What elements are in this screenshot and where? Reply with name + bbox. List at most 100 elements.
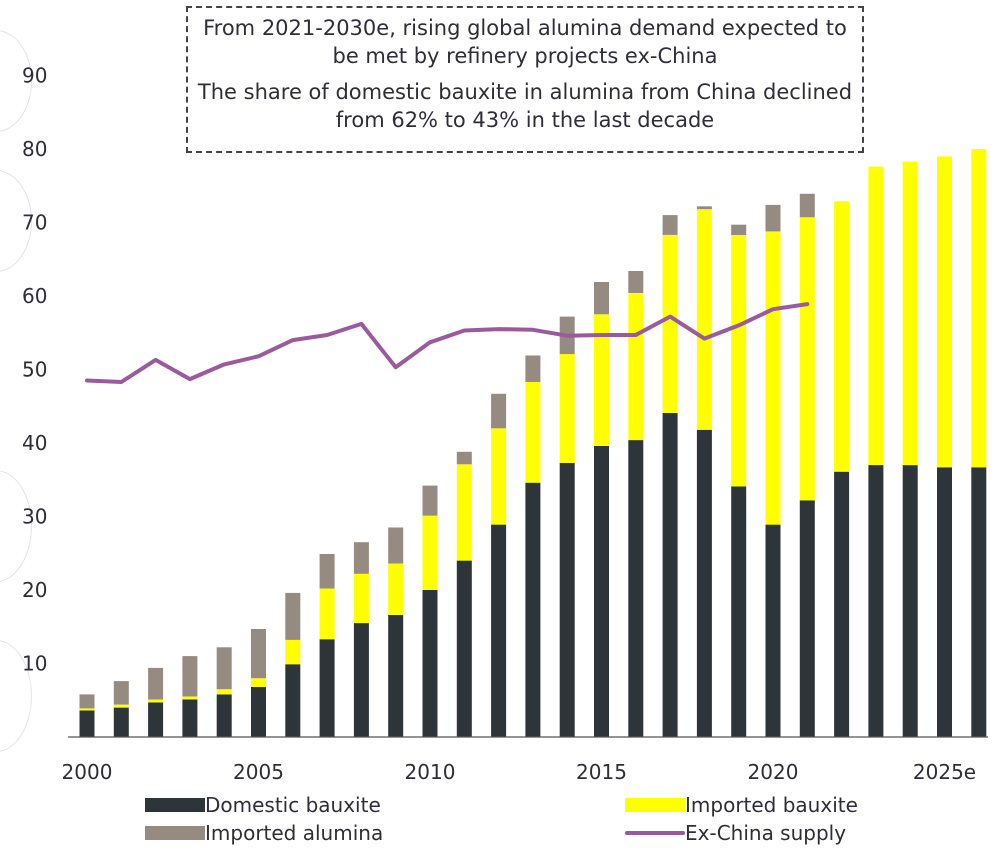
bar-domestic-bauxite-2015: [594, 445, 609, 737]
bar-imported-alumina-2003: [182, 656, 198, 697]
x-tick-label-2025e: 2025e: [913, 760, 976, 784]
bar-domestic-bauxite-2016: [628, 440, 644, 737]
y-tick-label-50: 50: [22, 358, 47, 382]
bar-domestic-bauxite-2012: [491, 524, 507, 737]
annotation-line-2: The share of domestic bauxite in alumina…: [197, 80, 853, 132]
bar-domestic-bauxite-2018: [696, 429, 712, 737]
bar-domestic-bauxite-2014: [559, 462, 575, 737]
bar-imported-alumina-2017: [662, 215, 678, 235]
legend-label-imported-alumina: Imported alumina: [205, 821, 384, 845]
bar-imported-bauxite-2018: [696, 209, 712, 430]
bar-domestic-bauxite-2010: [422, 590, 438, 737]
bar-imported-alumina-2009: [388, 527, 404, 564]
bar-domestic-bauxite-2024: [902, 465, 918, 737]
bar-imported-bauxite-2001: [113, 704, 129, 708]
legend-imported-bauxite: Imported bauxite: [625, 792, 858, 818]
bar-imported-bauxite-2004: [216, 689, 232, 695]
y-tick-label-40: 40: [22, 431, 47, 455]
bar-imported-alumina-2002: [148, 667, 164, 700]
x-tick-label-2005: 2005: [233, 760, 284, 784]
bar-imported-bauxite-2020: [765, 231, 781, 525]
bar-imported-bauxite-2021: [799, 217, 815, 501]
bar-domestic-bauxite-2006: [285, 664, 301, 737]
bar-imported-bauxite-2005: [251, 678, 266, 687]
y-tick-label-30: 30: [22, 505, 47, 529]
legend-label-ex-china: Ex-China supply: [685, 821, 847, 845]
y-tick-label-70: 70: [22, 211, 47, 235]
bar-domestic-bauxite-2009: [388, 615, 404, 737]
bar-imported-alumina-2001: [113, 681, 129, 705]
y-tick-label-20: 20: [22, 578, 47, 602]
bar-imported-bauxite-2014: [559, 354, 575, 463]
y-tick-label-80: 80: [22, 137, 47, 161]
legend-swatch-domestic: [145, 798, 205, 812]
bar-imported-alumina-2007: [319, 554, 335, 589]
bar-domestic-bauxite-2026: [971, 467, 987, 737]
bars-layer: [79, 149, 987, 737]
x-tick-label-2010: 2010: [405, 760, 456, 784]
bar-imported-alumina-2008: [353, 542, 369, 574]
bar-imported-bauxite-2012: [491, 428, 507, 525]
bar-imported-bauxite-2003: [182, 696, 198, 700]
bar-imported-alumina-2000: [79, 694, 95, 709]
bar-imported-alumina-2016: [628, 271, 644, 293]
bar-domestic-bauxite-2025e: [937, 467, 952, 737]
bar-imported-alumina-2015: [594, 282, 609, 315]
bar-domestic-bauxite-2020: [765, 524, 781, 737]
y-tick-label-60: 60: [22, 284, 47, 308]
legend-imported-alumina: Imported alumina: [145, 820, 383, 846]
legend-ex-china-supply: Ex-China supply: [625, 820, 846, 846]
bar-imported-bauxite-2009: [388, 563, 404, 615]
x-tick-label-2000: 2000: [62, 760, 113, 784]
bar-imported-alumina-2018: [696, 206, 712, 210]
bar-imported-alumina-2020: [765, 204, 781, 232]
bar-imported-bauxite-2019: [731, 235, 747, 487]
bar-domestic-bauxite-2005: [251, 687, 266, 737]
annotation-box: From 2021-2030e, rising global alumina d…: [186, 6, 864, 153]
lines-layer: [85, 302, 810, 384]
bar-imported-bauxite-2023: [868, 166, 884, 465]
bar-domestic-bauxite-2023: [868, 465, 884, 737]
axes-layer: 10 20 30 40 50 60 70 80 90 2000 2005 2010 2015 2020 20…: [22, 64, 988, 784]
bar-imported-bauxite-2025e: [937, 156, 952, 468]
bar-imported-bauxite-2022: [834, 201, 850, 472]
legend-swatch-ex-china: [625, 831, 685, 835]
bar-imported-alumina-2019: [731, 224, 747, 235]
legend-label-domestic: Domestic bauxite: [205, 793, 381, 817]
bar-domestic-bauxite-2011: [456, 560, 472, 737]
legend-swatch-imported-bauxite: [625, 798, 685, 812]
bar-domestic-bauxite-2019: [731, 486, 747, 737]
bar-imported-alumina-2012: [491, 393, 507, 429]
legend-domestic-bauxite: Domestic bauxite: [145, 792, 381, 818]
bar-imported-bauxite-2011: [456, 464, 472, 561]
bar-imported-bauxite-2013: [525, 382, 541, 483]
bar-imported-bauxite-2016: [628, 293, 644, 441]
bar-imported-bauxite-2008: [353, 573, 369, 623]
bar-domestic-bauxite-2002: [148, 702, 164, 737]
bar-domestic-bauxite-2007: [319, 639, 335, 737]
bar-imported-alumina-2021: [799, 193, 815, 218]
bar-domestic-bauxite-2017: [662, 412, 678, 737]
bar-domestic-bauxite-2008: [353, 623, 369, 737]
bar-imported-alumina-2010: [422, 485, 438, 516]
bar-domestic-bauxite-2022: [834, 471, 850, 737]
bar-imported-bauxite-2006: [285, 640, 301, 665]
x-tick-label-2020: 2020: [748, 760, 799, 784]
bar-imported-bauxite-2017: [662, 235, 678, 413]
bar-imported-bauxite-2026: [971, 149, 987, 468]
bar-imported-bauxite-2024: [902, 161, 918, 466]
bar-imported-alumina-2006: [285, 592, 301, 640]
line-ex-china-supply: [85, 302, 810, 384]
x-tick-label-2015: 2015: [576, 760, 627, 784]
y-tick-label-10: 10: [22, 652, 47, 676]
bar-domestic-bauxite-2021: [799, 500, 815, 737]
bar-domestic-bauxite-2013: [525, 482, 541, 737]
bar-imported-bauxite-2007: [319, 588, 335, 640]
annotation-line-1: From 2021-2030e, rising global alumina d…: [203, 16, 847, 68]
bar-imported-bauxite-2000: [79, 708, 95, 711]
bar-domestic-bauxite-2000: [79, 710, 95, 737]
bar-imported-bauxite-2002: [148, 699, 164, 703]
legend-swatch-imported-alumina: [145, 826, 205, 840]
bar-imported-alumina-2011: [456, 451, 472, 465]
